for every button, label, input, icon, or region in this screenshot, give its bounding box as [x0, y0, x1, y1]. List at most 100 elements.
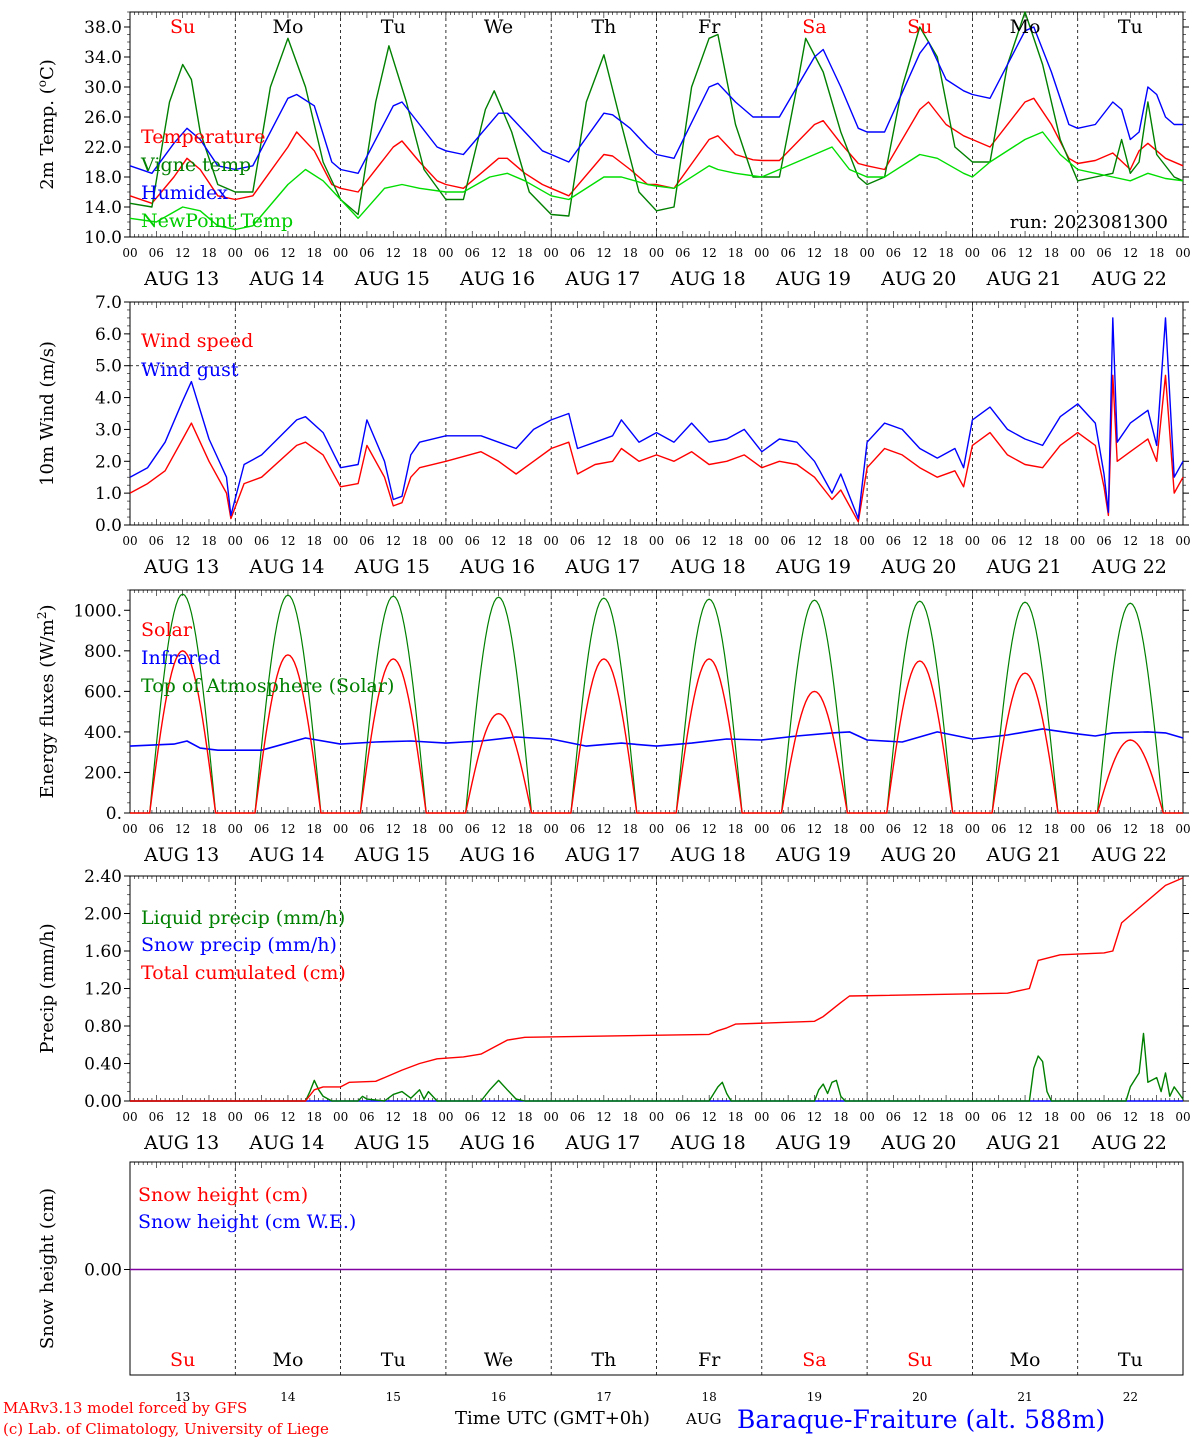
panel-3-date-label: AUG 22 [1091, 844, 1167, 866]
panel-1-hour-label: 00 [544, 246, 559, 260]
panel-1-hour-label: 00 [122, 246, 137, 260]
panel-2-frame [129, 301, 1184, 526]
panel-3-hour-label: 12 [491, 822, 506, 836]
panel-3-hour-label: 06 [254, 822, 269, 836]
panel-2-date-label: AUG 20 [880, 556, 956, 578]
panel-3-hour-label: 06 [780, 822, 795, 836]
panel-4-hour-label: 00 [122, 1110, 137, 1124]
panel-3-hour-label: 06 [1096, 822, 1111, 836]
panel-3-hour-label: 18 [728, 822, 743, 836]
panel-2-date-label: AUG 15 [354, 556, 430, 578]
panel-2-date-label: AUG 13 [143, 556, 219, 578]
panel-3-date-label: AUG 17 [564, 844, 640, 866]
panel-2-hour-label: 06 [254, 534, 269, 548]
panel-1-hour-label: 06 [254, 246, 269, 260]
panel-1-hour-label: 00 [859, 246, 874, 260]
panel-4-hour-label: 00 [438, 1110, 453, 1124]
panel-1-hour-label: 12 [1123, 246, 1138, 260]
panel-1-hour-label: 06 [675, 246, 690, 260]
panel-4-hour-label: 18 [307, 1110, 322, 1124]
panel-4-hour-label: 12 [596, 1110, 611, 1124]
panel-2-hour-label: 18 [201, 534, 216, 548]
panel-1-hour-label: 18 [728, 246, 743, 260]
series-humidex-line [129, 26, 1183, 175]
panel-4-hour-label: 12 [491, 1110, 506, 1124]
panel-2-hour-label: 00 [649, 534, 664, 548]
panel-1-hour-label: 00 [1175, 246, 1190, 260]
panel-3-date-label: AUG 19 [775, 844, 851, 866]
panel-4-hour-label: 06 [570, 1110, 585, 1124]
panel-1-hour-label: 06 [991, 246, 1006, 260]
panel-4-hour-label: 00 [1175, 1110, 1190, 1124]
panel-4-hour-label: 18 [412, 1110, 427, 1124]
panel-3-hour-label: 12 [912, 822, 927, 836]
panel-1-hour-label: 06 [149, 246, 164, 260]
panel-5-dow-label: We [484, 1349, 513, 1371]
panel-4-ytick-label: 1.20 [84, 980, 122, 1000]
panel-3-hour-label: 06 [570, 822, 585, 836]
panel-1-hour-label: 06 [886, 246, 901, 260]
panel-2-hour-label: 00 [859, 534, 874, 548]
panel-3-hour-label: 12 [596, 822, 611, 836]
panel-3-ytick-label: 0. [106, 804, 122, 824]
panel-5-ytick-label: 0.00 [84, 1261, 122, 1281]
panel-2-hour-label: 18 [623, 534, 638, 548]
panel-1-hour-label: 12 [280, 246, 295, 260]
bottom-day-number: 18 [702, 1390, 717, 1404]
panel-1-hour-label: 18 [517, 246, 532, 260]
panel-4-hour-label: 00 [544, 1110, 559, 1124]
panel-2-hour-label: 06 [359, 534, 374, 548]
panel-2-date-label: AUG 17 [564, 556, 640, 578]
panel-5-dow-label: Mo [272, 1349, 303, 1371]
panel-2-hour-label: 00 [544, 534, 559, 548]
panel-2-ytick-label: 6.0 [95, 325, 122, 345]
panel-5-dow-label: Su [170, 1349, 195, 1371]
panel-3-ytick-label: 800. [84, 642, 122, 662]
panel-1-hour-label: 06 [359, 246, 374, 260]
panel-4-hour-label: 06 [780, 1110, 795, 1124]
panel-1-hour-label: 06 [465, 246, 480, 260]
panel-3-hour-label: 18 [201, 822, 216, 836]
panel-5-dow-label: Tu [1118, 1349, 1143, 1371]
panel-4-hour-label: 12 [702, 1110, 717, 1124]
panel-4-hour-label: 00 [965, 1110, 980, 1124]
bottom-day-number: 14 [280, 1390, 296, 1404]
panel-4-ylabel: Precip (mm/h) [37, 923, 58, 1053]
panel-4-hour-label: 12 [807, 1110, 822, 1124]
panel-4-hour-label: 18 [201, 1110, 216, 1124]
panel-1-date-label: AUG 18 [670, 268, 746, 290]
panel-1-dow-label: Su [907, 16, 932, 38]
panel-2-ytick-label: 5.0 [95, 357, 122, 377]
panel-1-legend-2: Vigne temp [140, 154, 251, 176]
panel-2-hour-label: 12 [912, 534, 927, 548]
series-total-cumulated-cm--line [130, 877, 1184, 1102]
panel-1-hour-label: 00 [649, 246, 664, 260]
panel-4-legend-3: Total cumulated (cm) [141, 962, 346, 984]
panel-2-date-label: AUG 21 [985, 556, 1061, 578]
panel-3-hour-label: 12 [807, 822, 822, 836]
panel-1-hour-label: 00 [1070, 246, 1085, 260]
panel-3-hour-label: 06 [149, 822, 164, 836]
panel-2-hour-label: 06 [886, 534, 901, 548]
panel-1-hour-label: 12 [807, 246, 822, 260]
panel-1-hour-label: 18 [1044, 246, 1059, 260]
panel-1-hour-label: 12 [1017, 246, 1032, 260]
panel-1-ytick-label: 10.0 [84, 228, 122, 248]
panel-1-dow-label: Su [170, 16, 195, 38]
panel-1-dow-label: Tu [381, 16, 406, 38]
panel-1-hour-label: 18 [938, 246, 953, 260]
panel-1-ylabel: 2m Temp. (oC) [35, 59, 58, 190]
panel-2-hour-label: 18 [517, 534, 532, 548]
panel-4-hour-label: 06 [886, 1110, 901, 1124]
panel-2-hour-label: 00 [1175, 534, 1190, 548]
panel-1-hour-label: 06 [780, 246, 795, 260]
panel-2-date-label: AUG 22 [1091, 556, 1167, 578]
bottom-day-number: 21 [1017, 1390, 1032, 1404]
panel-4-hour-label: 00 [859, 1110, 874, 1124]
panel-1-date-label: AUG 14 [248, 268, 324, 290]
panel-2-hour-label: 18 [728, 534, 743, 548]
panel-1-hour-label: 12 [702, 246, 717, 260]
panel-1-hour-label: 06 [1096, 246, 1111, 260]
panel-2-date-label: AUG 16 [459, 556, 535, 578]
panel-1-dow-label: Fr [698, 16, 721, 38]
